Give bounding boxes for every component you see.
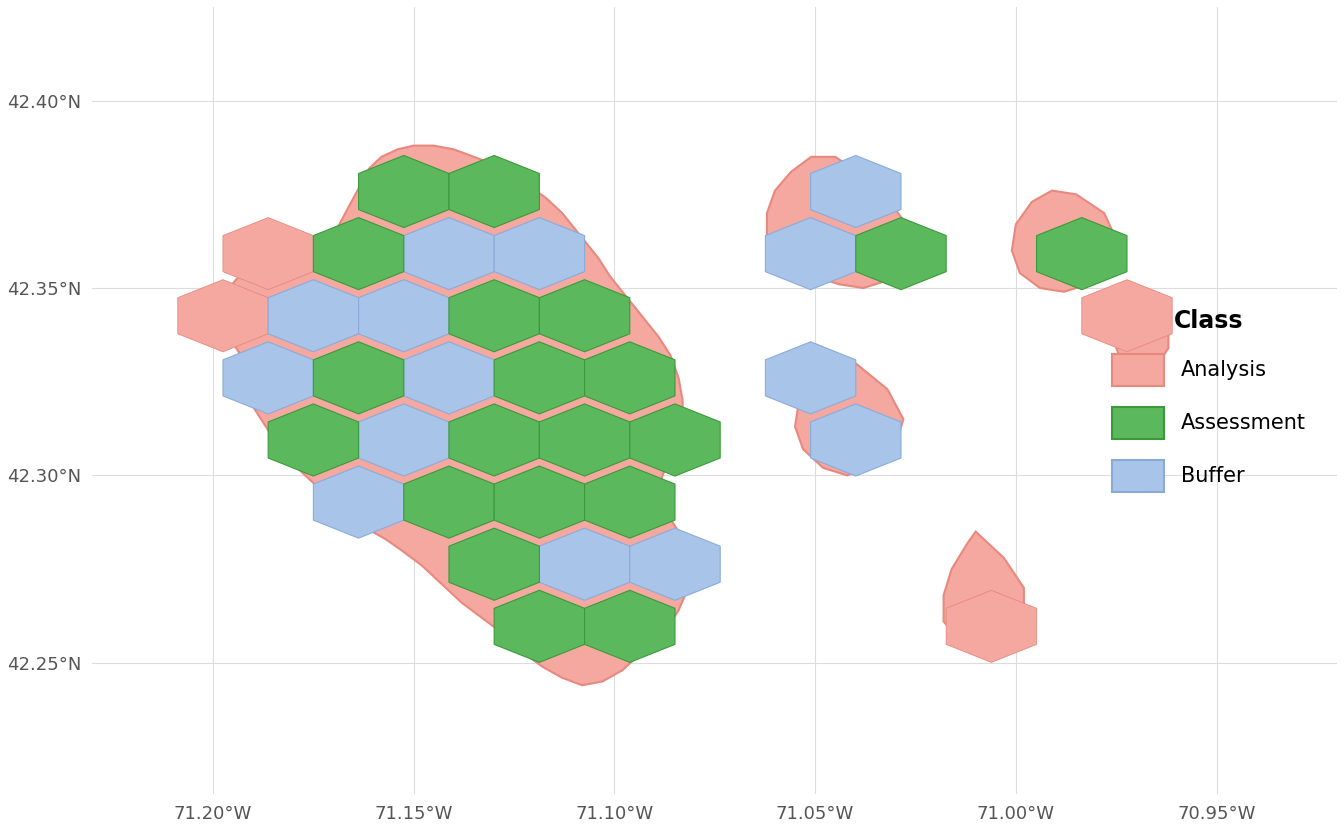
Polygon shape	[313, 466, 403, 538]
Polygon shape	[403, 217, 495, 290]
Polygon shape	[495, 590, 585, 662]
Polygon shape	[403, 342, 495, 414]
Polygon shape	[810, 404, 900, 476]
Legend: Analysis, Assessment, Buffer: Analysis, Assessment, Buffer	[1091, 288, 1327, 513]
Polygon shape	[449, 528, 539, 600]
Polygon shape	[539, 528, 630, 600]
PathPatch shape	[1117, 307, 1168, 374]
Polygon shape	[856, 217, 946, 290]
Polygon shape	[765, 217, 856, 290]
Polygon shape	[495, 217, 585, 290]
Polygon shape	[630, 404, 720, 476]
Polygon shape	[495, 466, 585, 538]
Polygon shape	[946, 590, 1036, 662]
Polygon shape	[223, 217, 313, 290]
Polygon shape	[223, 342, 313, 414]
Polygon shape	[269, 404, 359, 476]
Polygon shape	[1082, 280, 1172, 352]
PathPatch shape	[796, 344, 903, 476]
Polygon shape	[449, 280, 539, 352]
Polygon shape	[585, 342, 675, 414]
Polygon shape	[765, 342, 856, 414]
PathPatch shape	[220, 145, 691, 686]
Polygon shape	[313, 342, 403, 414]
Polygon shape	[359, 280, 449, 352]
Polygon shape	[269, 280, 359, 352]
Polygon shape	[585, 466, 675, 538]
Polygon shape	[585, 590, 675, 662]
PathPatch shape	[943, 531, 1024, 647]
PathPatch shape	[1012, 191, 1117, 292]
Polygon shape	[359, 404, 449, 476]
Polygon shape	[449, 404, 539, 476]
PathPatch shape	[767, 157, 915, 288]
Polygon shape	[177, 280, 269, 352]
Polygon shape	[449, 155, 539, 227]
Polygon shape	[313, 217, 403, 290]
Polygon shape	[1036, 217, 1128, 290]
Polygon shape	[810, 155, 900, 227]
Polygon shape	[539, 280, 630, 352]
Polygon shape	[359, 155, 449, 227]
Polygon shape	[630, 528, 720, 600]
Polygon shape	[403, 466, 495, 538]
Polygon shape	[539, 404, 630, 476]
Polygon shape	[495, 342, 585, 414]
